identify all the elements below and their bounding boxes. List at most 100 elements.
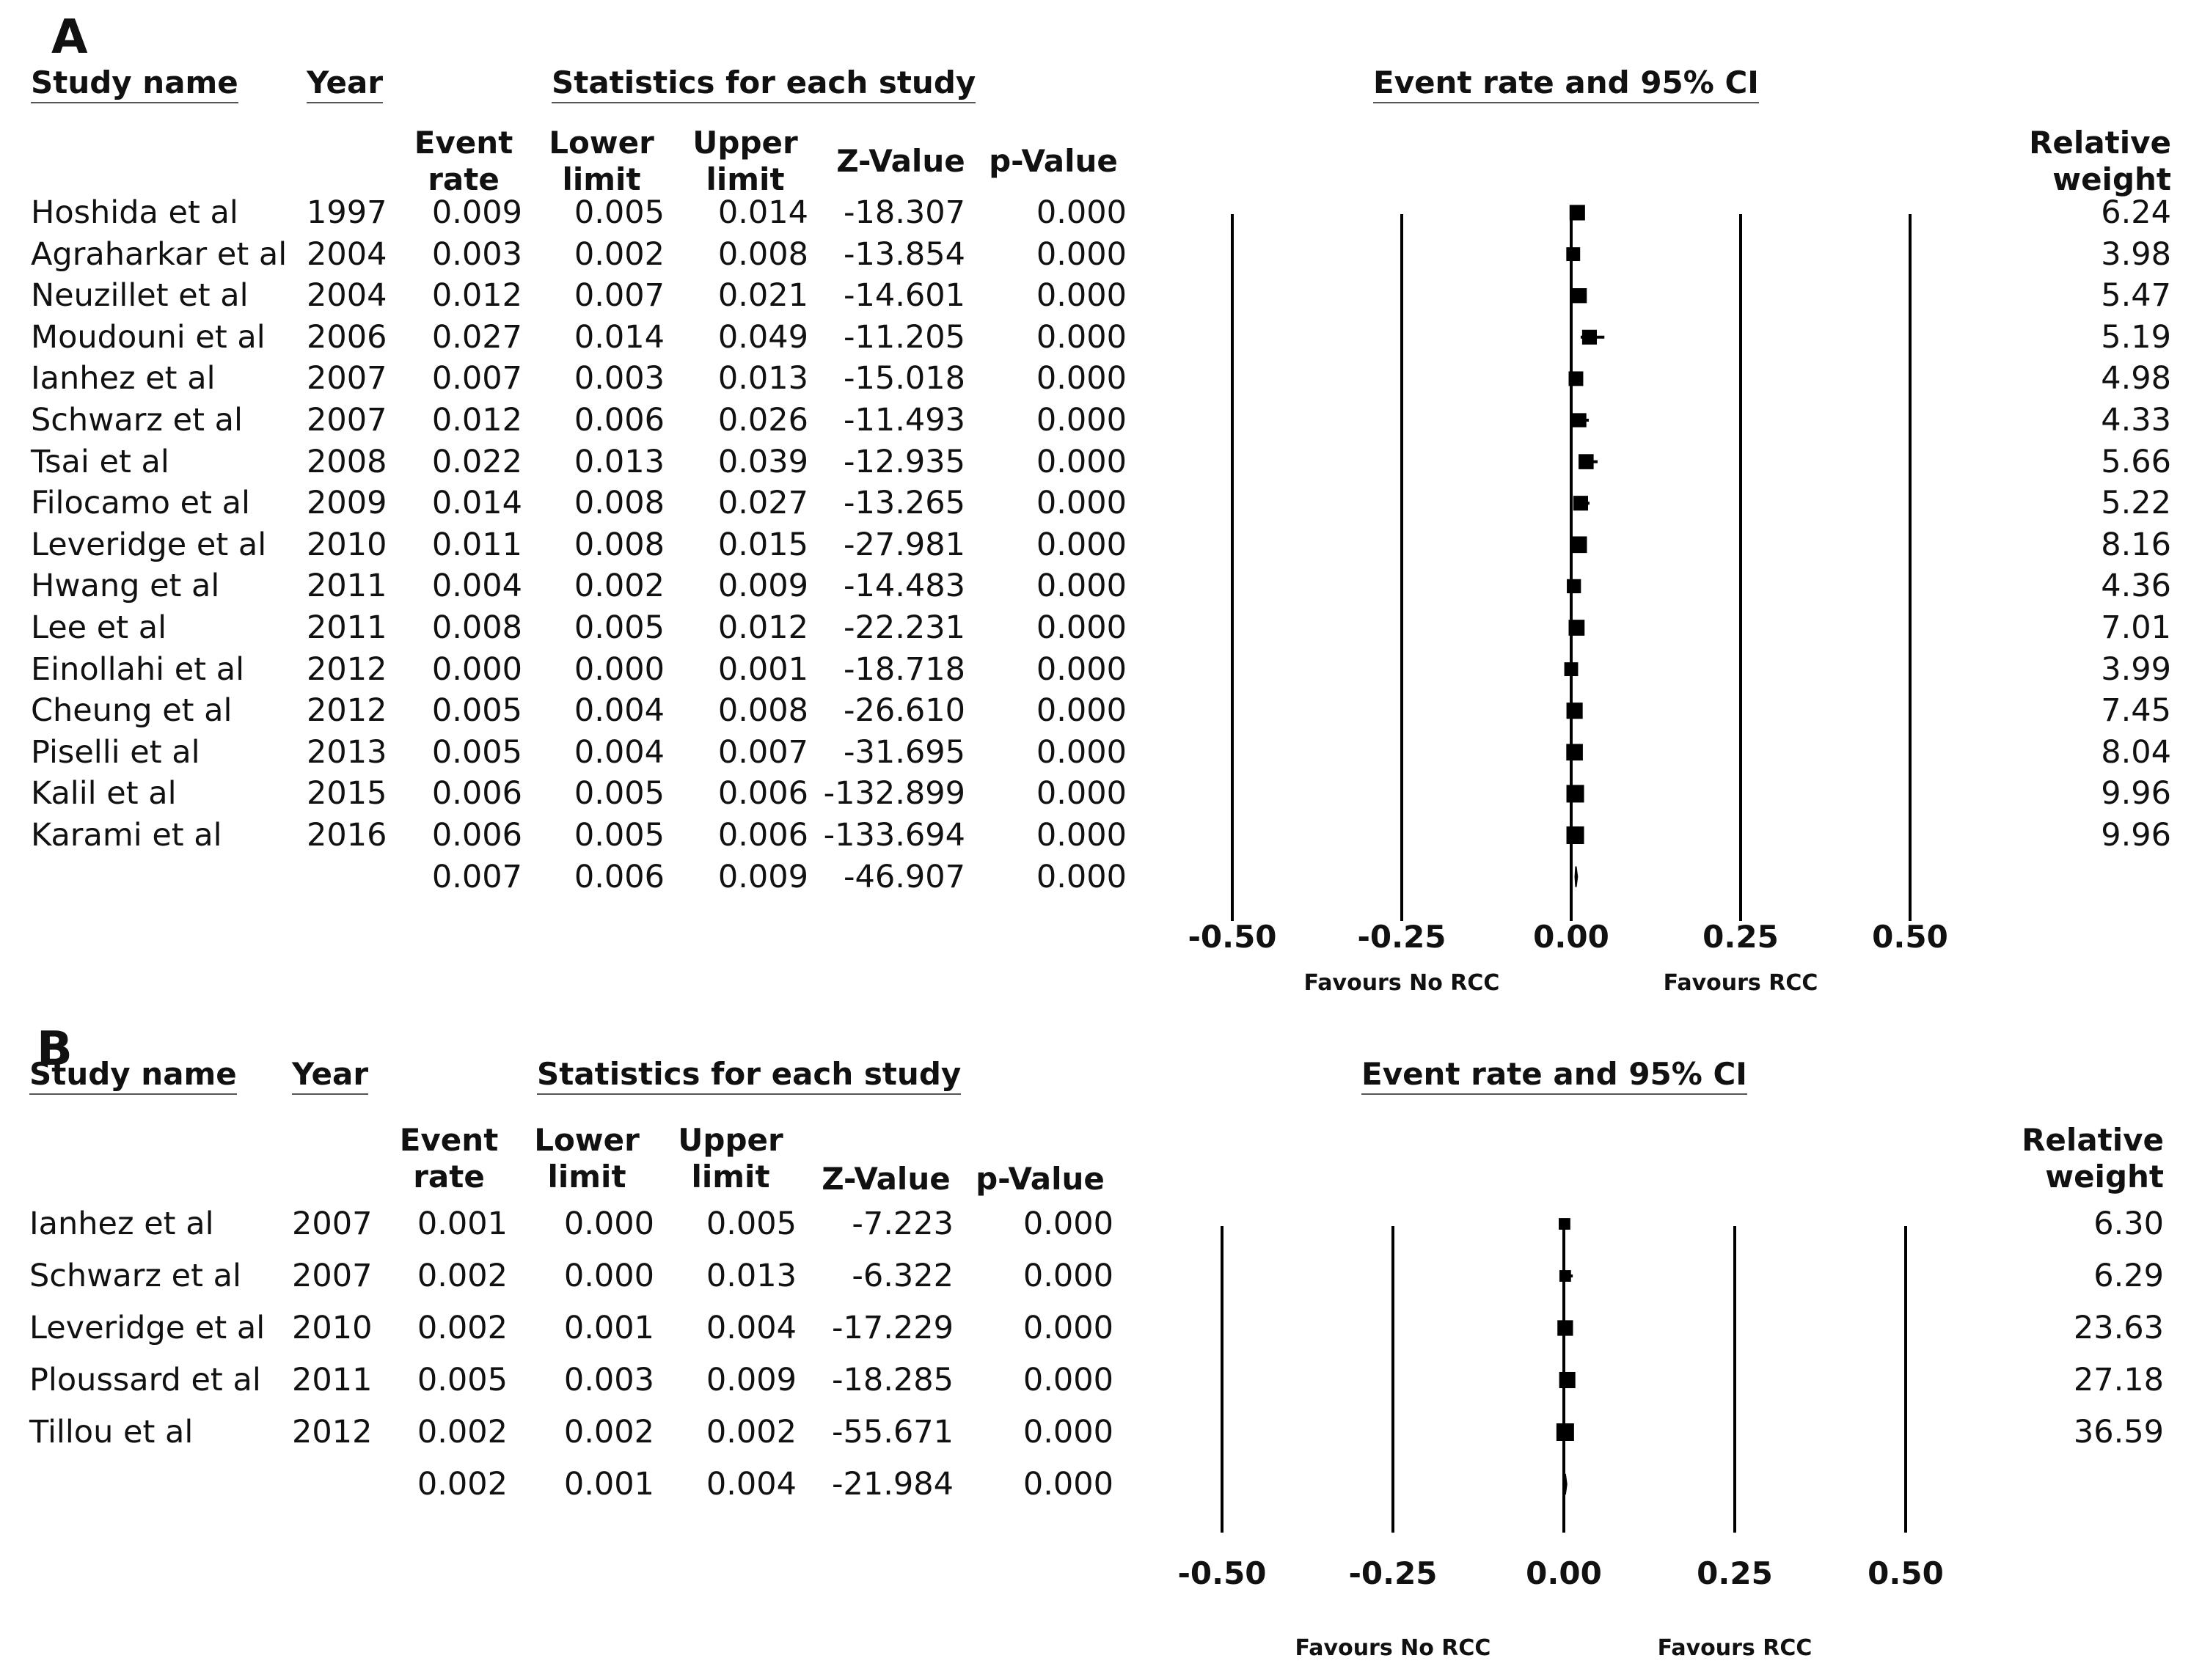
header-statistics: Statistics for each study	[552, 65, 976, 103]
p-value: 0.000	[1023, 1414, 1113, 1450]
table-row: Lee et al 2011 0.008 0.005 0.012 -22.231 0.000…	[0, 607, 2191, 648]
header-year: Year	[307, 65, 384, 103]
axis-tick-label: 0.00	[1533, 919, 1609, 955]
study-year: 2012	[292, 1414, 373, 1450]
p-value: 0.000	[1036, 733, 1127, 771]
study-year: 2007	[307, 402, 387, 439]
table-row: Tsai et al 2008 0.022 0.013 0.039 -12.935 0.00…	[0, 441, 2191, 483]
study-year: 2004	[307, 235, 387, 273]
lower-limit: 0.007	[574, 277, 665, 315]
study-year: 2016	[307, 817, 387, 854]
z-value: -11.493	[844, 402, 965, 439]
study-marker	[1566, 247, 1581, 262]
upper-limit: 0.007	[717, 733, 808, 771]
study-marker	[1557, 1320, 1573, 1336]
z-value: -11.205	[844, 318, 965, 356]
lower-limit: 0.000	[563, 1206, 654, 1242]
table-row: Agraharkar et al 2004 0.003 0.002 0.008 -13.8…	[0, 234, 2191, 275]
study-marker	[1572, 413, 1587, 428]
pooled-upper-limit: 0.004	[706, 1466, 797, 1503]
study-marker	[1559, 1218, 1570, 1230]
table-row: Leveridge et al 2010 0.011 0.008 0.015 -27.98…	[0, 524, 2191, 565]
header-upper-limit: Upper limit	[692, 125, 798, 197]
header-upper-limit: Upper limit	[678, 1122, 783, 1195]
pooled-z-value: -46.907	[844, 858, 965, 895]
table-row: Einollahi et al 2012 0.000 0.000 0.001 -18.71…	[0, 649, 2191, 690]
p-value: 0.000	[1036, 277, 1127, 315]
upper-limit: 0.049	[717, 318, 808, 356]
lower-limit: 0.002	[563, 1414, 654, 1450]
table-row: Filocamo et al 2009 0.014 0.008 0.027 -13.265…	[0, 483, 2191, 524]
lower-limit: 0.000	[563, 1258, 654, 1294]
z-value: -26.610	[844, 692, 965, 730]
upper-limit: 0.014	[717, 194, 808, 231]
axis-tick-label: 0.25	[1697, 1555, 1773, 1591]
event-rate: 0.012	[431, 277, 522, 315]
header-study-name: Study name	[31, 65, 238, 103]
study-year: 1997	[307, 194, 387, 231]
p-value: 0.000	[1036, 568, 1127, 605]
upper-limit: 0.008	[717, 692, 808, 730]
study-marker	[1573, 496, 1589, 511]
event-rate: 0.006	[431, 775, 522, 813]
p-value: 0.000	[1036, 609, 1127, 646]
study-name: Leveridge et al	[29, 1310, 266, 1346]
event-rate: 0.011	[431, 526, 522, 563]
relative-weight: 4.33	[2101, 402, 2171, 439]
study-marker	[1559, 1270, 1571, 1282]
z-value: -18.718	[844, 650, 965, 688]
p-value: 0.000	[1023, 1310, 1113, 1346]
z-value: -14.483	[844, 568, 965, 605]
lower-limit: 0.000	[574, 650, 665, 688]
study-year: 2012	[307, 692, 387, 730]
axis-tick-label: -0.25	[1357, 919, 1446, 955]
table-row: Moudouni et al 2006 0.027 0.014 0.049 -11.205…	[0, 317, 2191, 358]
p-value: 0.000	[1036, 194, 1127, 231]
lower-limit: 0.008	[574, 485, 665, 522]
lower-limit: 0.014	[574, 318, 665, 356]
axis-tick-label: -0.50	[1177, 1555, 1266, 1591]
pooled-upper-limit: 0.009	[717, 858, 808, 895]
header-lower-limit: Lower limit	[549, 125, 654, 197]
study-marker	[1571, 288, 1587, 304]
study-year: 2011	[292, 1362, 373, 1398]
z-value: -14.601	[844, 277, 965, 315]
study-marker	[1581, 329, 1598, 345]
study-year: 2007	[292, 1258, 373, 1294]
study-marker	[1566, 785, 1584, 803]
study-name: Neuzillet et al	[31, 277, 249, 315]
relative-weight: 9.96	[2101, 817, 2171, 854]
study-marker	[1570, 536, 1587, 554]
table-row: Cheung et al 2012 0.005 0.004 0.008 -26.610 0.…	[0, 690, 2191, 731]
table-row: Neuzillet et al 2004 0.012 0.007 0.021 -14.60…	[0, 275, 2191, 316]
study-name: Schwarz et al	[31, 402, 243, 439]
relative-weight: 8.16	[2101, 526, 2171, 563]
lower-limit: 0.008	[574, 526, 665, 563]
pooled-row: 0.002 0.001 0.004 -21.984 0.000	[0, 1464, 2191, 1505]
upper-limit: 0.039	[717, 443, 808, 480]
upper-limit: 0.026	[717, 402, 808, 439]
relative-weight: 5.19	[2101, 318, 2171, 356]
study-name: Schwarz et al	[29, 1258, 241, 1294]
header-study-name: Study name	[29, 1056, 237, 1095]
z-value: -15.018	[844, 360, 965, 397]
p-value: 0.000	[1036, 650, 1127, 688]
pooled-p-value: 0.000	[1023, 1466, 1113, 1503]
header-relative-weight: Relative weight	[2029, 125, 2171, 197]
panel-letter-b: B	[37, 1022, 73, 1076]
table-row: Ploussard et al 2011 0.005 0.003 0.009 -18.28…	[0, 1360, 2191, 1401]
pooled-diamond	[1574, 866, 1579, 887]
z-value: -31.695	[844, 733, 965, 771]
pooled-lower-limit: 0.001	[563, 1466, 654, 1503]
event-rate: 0.027	[431, 318, 522, 356]
study-year: 2015	[307, 775, 387, 813]
study-name: Ianhez et al	[31, 360, 216, 397]
table-row: Ianhez et al 2007 0.001 0.000 0.005 -7.223 0.0…	[0, 1203, 2191, 1244]
study-name: Ianhez et al	[29, 1206, 214, 1242]
event-rate: 0.009	[431, 194, 522, 231]
event-rate: 0.005	[431, 733, 522, 771]
study-name: Kalil et al	[31, 775, 177, 813]
z-value: -133.694	[823, 817, 965, 854]
study-year: 2010	[292, 1310, 373, 1346]
upper-limit: 0.027	[717, 485, 808, 522]
